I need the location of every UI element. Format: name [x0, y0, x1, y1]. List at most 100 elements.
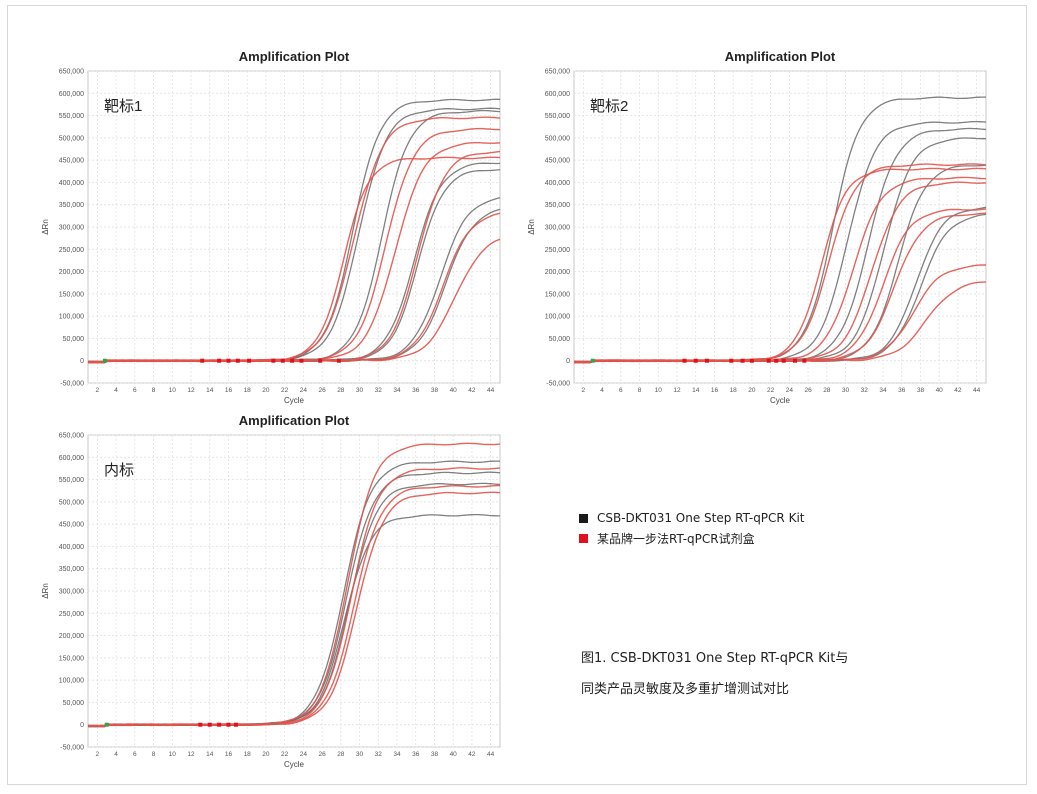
baseline-marker — [290, 358, 295, 363]
x-tick-label: 6 — [133, 751, 137, 758]
x-tick-label: 8 — [152, 751, 156, 758]
x-tick-label: 34 — [393, 751, 401, 758]
legend-item-competitor: 某品牌一步法RT-qPCR试剂盒 — [579, 528, 805, 548]
x-tick-label: 14 — [206, 751, 214, 758]
x-tick-label: 14 — [692, 387, 700, 394]
baseline-marker — [336, 358, 341, 363]
y-tick-label: 300,000 — [59, 589, 84, 596]
legend-label-kit: CSB-DKT031 One Step RT-qPCR Kit — [597, 511, 805, 525]
y-tick-label: 0 — [566, 358, 570, 365]
y-tick-label: 550,000 — [59, 477, 84, 484]
amplification-plot-target1: Amplification Plot -50,000 0 50,000 100,000 1… — [41, 49, 501, 405]
x-axis-label: Cycle — [770, 396, 791, 405]
y-tick-label: -50,000 — [60, 381, 84, 388]
x-tick-label: 34 — [879, 387, 887, 394]
baseline-marker — [682, 358, 687, 363]
y-axis-label: ΔRn — [41, 583, 50, 599]
x-tick-label: 4 — [600, 387, 604, 394]
x-tick-label: 20 — [262, 751, 270, 758]
x-tick-label: 44 — [487, 387, 495, 394]
x-tick-label: 28 — [337, 751, 345, 758]
x-tick-label: 26 — [318, 387, 326, 394]
y-tick-label: 400,000 — [59, 544, 84, 551]
x-tick-label: 10 — [169, 751, 177, 758]
y-tick-label: 250,000 — [545, 247, 570, 254]
baseline-marker — [233, 722, 238, 727]
x-tick-label: 12 — [673, 387, 681, 394]
x-tick-label: 42 — [468, 751, 476, 758]
x-tick-label: 4 — [114, 751, 118, 758]
y-tick-label: 550,000 — [545, 113, 570, 120]
x-tick-label: 40 — [936, 387, 944, 394]
x-tick-label: 42 — [468, 387, 476, 394]
y-tick-label: 0 — [80, 722, 84, 729]
competitor-curve-7 — [87, 491, 501, 728]
y-tick-label: 550,000 — [59, 113, 84, 120]
x-tick-label: 28 — [337, 387, 345, 394]
baseline-marker — [207, 722, 212, 727]
y-tick-label: 450,000 — [59, 522, 84, 529]
x-tick-label: 14 — [206, 387, 214, 394]
x-tick-label: 8 — [152, 387, 156, 394]
baseline-marker — [802, 358, 807, 363]
y-tick-label: 50,000 — [549, 336, 571, 343]
y-tick-label: 300,000 — [59, 225, 84, 232]
x-tick-label: 2 — [582, 387, 586, 394]
figure-caption: 图1. CSB-DKT031 One Step RT-qPCR Kit与 同类产… — [581, 643, 848, 705]
x-tick-label: 26 — [318, 751, 326, 758]
y-tick-label: 150,000 — [545, 291, 570, 298]
baseline-marker — [766, 358, 771, 363]
x-tick-label: 24 — [786, 387, 794, 394]
legend-swatch-black — [579, 513, 588, 523]
caption-line-2: 同类产品灵敏度及多重扩增测试对比 — [581, 682, 790, 697]
panel-label: 内标 — [104, 462, 134, 479]
baseline-marker — [226, 722, 231, 727]
x-tick-label: 26 — [804, 387, 812, 394]
x-tick-label: 32 — [375, 387, 383, 394]
y-tick-label: 600,000 — [59, 455, 84, 462]
competitor-curve-14 — [573, 281, 986, 364]
x-tick-label: 44 — [487, 751, 495, 758]
y-tick-label: 50,000 — [63, 700, 85, 707]
x-tick-label: 18 — [244, 751, 252, 758]
y-tick-label: 650,000 — [59, 433, 84, 440]
x-tick-label: 10 — [169, 387, 177, 394]
x-tick-label: 6 — [619, 387, 623, 394]
x-tick-label: 36 — [412, 751, 420, 758]
y-tick-label: 50,000 — [63, 336, 85, 343]
baseline-marker — [280, 358, 285, 363]
baseline-marker — [781, 358, 786, 363]
baseline-marker — [235, 358, 240, 363]
baseline-marker — [104, 722, 109, 727]
baseline-marker — [299, 358, 304, 363]
x-axis-label: Cycle — [284, 396, 305, 405]
baseline-marker — [590, 358, 595, 363]
x-tick-label: 22 — [281, 387, 289, 394]
baseline-marker — [198, 722, 203, 727]
x-tick-label: 24 — [300, 751, 308, 758]
y-tick-label: 300,000 — [545, 225, 570, 232]
x-tick-label: 22 — [281, 751, 289, 758]
baseline-marker — [318, 358, 323, 363]
x-tick-label: 6 — [133, 387, 137, 394]
amplification-plot-internal-control: Amplification Plot -50,000 0 50,000 100,000 1… — [41, 413, 501, 769]
x-tick-label: 12 — [187, 751, 195, 758]
baseline-marker — [200, 358, 205, 363]
x-tick-label: 42 — [954, 387, 962, 394]
y-tick-label: 450,000 — [545, 158, 570, 165]
amplification-plot-target2: Amplification Plot -50,000 0 50,000 100,000 1… — [527, 49, 987, 405]
baseline-marker — [247, 358, 252, 363]
x-tick-label: 38 — [431, 387, 439, 394]
baseline-marker — [749, 358, 754, 363]
chart-title: Amplification Plot — [239, 49, 350, 64]
y-tick-label: 200,000 — [545, 269, 570, 276]
y-tick-label: 100,000 — [59, 314, 84, 321]
y-tick-label: 600,000 — [545, 91, 570, 98]
baseline-marker — [217, 358, 222, 363]
y-tick-label: 650,000 — [545, 69, 570, 76]
y-axis-label: ΔRn — [41, 219, 50, 235]
x-tick-label: 34 — [393, 387, 401, 394]
x-tick-label: 32 — [375, 751, 383, 758]
x-tick-label: 40 — [450, 387, 458, 394]
legend-swatch-red — [579, 533, 588, 543]
